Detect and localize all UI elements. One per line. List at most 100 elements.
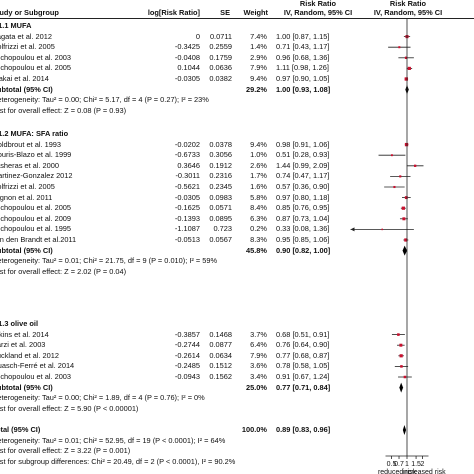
study-name: Gouris-Blazo et al. 1999 <box>0 150 72 160</box>
subtotal-label: Subtotal (95% CI) <box>0 84 53 94</box>
subtotal-ci: 1.00 [0.93, 1.08] <box>276 84 331 94</box>
heterogeneity-text: Heterogeneity: Tau² = 0.00; Chi² = 5.17,… <box>0 95 209 105</box>
weight-value: 7.9% <box>250 350 267 360</box>
log-rr-value: 0.1044 <box>177 63 200 73</box>
weight-value: 9.4% <box>250 139 267 149</box>
se-value: 0.1468 <box>209 329 232 339</box>
header-rr-left: Risk Ratio <box>299 0 337 8</box>
study-name: Buckland et al. 2012 <box>0 350 59 360</box>
study-name: Trichopoulou et al. 1995 <box>0 224 72 234</box>
x-tick-label: 0.7 <box>394 461 404 468</box>
header-rr-right: Risk Ratio <box>389 0 427 8</box>
log-rr-value: -0.1393 <box>174 213 200 223</box>
se-value: 0.0636 <box>209 63 232 73</box>
weight-value: 9.4% <box>250 74 267 83</box>
se-value: 0.1912 <box>209 160 232 170</box>
total-heterogeneity: Heterogeneity: Tau² = 0.01; Chi² = 52.95… <box>0 435 226 445</box>
study-name: Trichopoulou et al. 2005 <box>0 203 72 213</box>
study-square <box>397 333 400 336</box>
study-square <box>393 185 396 189</box>
weight-value: 3.7% <box>250 329 267 339</box>
x-tick-label: 0.5 <box>387 461 397 468</box>
study-square <box>399 343 403 347</box>
weight-value: 1.0% <box>250 150 267 160</box>
header-se: SE <box>220 8 230 17</box>
weight-value: 1.4% <box>250 42 267 52</box>
log-rr-value: -0.0305 <box>174 192 200 202</box>
log-rr-value: -0.6733 <box>174 150 200 160</box>
study-name: Trichopoulou et al. 2005 <box>0 63 72 73</box>
study-name: Guasch-Ferré et al. 2014 <box>0 361 75 371</box>
rr-ci-value: 0.95 [0.85, 1.06] <box>276 235 330 244</box>
study-name: Atkins et al. 2014 <box>0 329 49 339</box>
se-value: 0.723 <box>213 224 233 234</box>
subgroup-title: 1.1.3 olive oil <box>0 319 39 328</box>
rr-ci-value: 0.57 [0.36, 0.90] <box>276 182 330 191</box>
subtotal-diamond <box>402 245 407 256</box>
se-value: 0.0711 <box>209 31 232 41</box>
log-rr-value: -0.2614 <box>174 350 200 360</box>
weight-value: 6.4% <box>250 340 267 350</box>
rr-ci-value: 0.98 [0.91, 1.06] <box>276 139 330 149</box>
reduced-risk-label: reduced risk <box>378 469 417 474</box>
x-tick-label: 2 <box>421 461 425 468</box>
subtotal-ci: 0.77 [0.71, 0.84] <box>276 382 331 392</box>
se-value: 0.0378 <box>209 139 232 149</box>
divider <box>0 18 474 19</box>
total-weight: 100.0% <box>241 425 267 434</box>
subtotal-weight: 29.2% <box>246 84 267 94</box>
study-name: Tognon et al. 2011 <box>0 192 53 202</box>
study-name: Bagata et al. 2012 <box>0 31 52 41</box>
overall-effect-text: Test for overall effect: Z = 2.02 (P = 0… <box>0 266 127 276</box>
rr-ci-value: 0.87 [0.73, 1.04] <box>276 213 330 223</box>
se-value: 0.2316 <box>209 171 232 181</box>
subtotal-diamond <box>399 382 404 393</box>
overall-effect-text: Test for overall effect: Z = 0.08 (P = 0… <box>0 105 127 115</box>
heterogeneity-text: Heterogeneity: Tau² = 0.01; Chi² = 21.75… <box>0 256 218 266</box>
log-rr-value: -0.1625 <box>174 203 200 213</box>
total-label: Total (95% CI) <box>0 425 41 434</box>
study-square <box>401 206 405 210</box>
weight-value: 1.6% <box>250 182 267 191</box>
log-rr-value: -0.3857 <box>174 329 200 339</box>
rr-ci-value: 0.33 [0.08, 1.36] <box>276 224 330 234</box>
study-name: van den Brandt et al.2011 <box>0 235 77 244</box>
weight-value: 5.8% <box>250 192 267 202</box>
increased-risk-label: increased risk <box>402 469 446 474</box>
subgroup-title: 1.1.2 MUFA: SFA ratio <box>0 129 69 138</box>
se-value: 0.1512 <box>209 361 232 371</box>
log-rr-value: -0.2485 <box>174 361 200 371</box>
log-rr-value: -0.3425 <box>174 42 200 52</box>
study-name: Wakai et al. 2014 <box>0 74 49 83</box>
se-value: 0.2345 <box>209 182 232 191</box>
se-value: 0.0571 <box>209 203 232 213</box>
study-name: Trichopoulou et al. 2003 <box>0 52 72 62</box>
heterogeneity-text: Heterogeneity: Tau² = 0.00; Chi² = 1.89,… <box>0 393 205 403</box>
total-overall-effect: Test for overall effect: Z = 3.22 (P = 0… <box>0 446 131 456</box>
total-diamond <box>402 425 407 435</box>
rr-ci-value: 0.97 [0.80, 1.18] <box>276 192 330 202</box>
header-log-rr: log[Risk Ratio] <box>147 8 200 17</box>
ci-arrow <box>350 227 355 232</box>
study-name: Trichopoulou et al. 2009 <box>0 213 72 223</box>
rr-ci-value: 0.77 [0.68, 0.87] <box>276 350 330 360</box>
weight-value: 0.2% <box>250 224 267 234</box>
study-name: Martinez-Gonzalez 2012 <box>0 171 73 181</box>
study-square <box>404 56 408 59</box>
rr-ci-value: 0.74 [0.47, 1.17] <box>276 171 330 181</box>
rr-ci-value: 1.44 [0.99, 2.09] <box>276 160 330 170</box>
subtotal-weight: 45.8% <box>246 245 267 255</box>
weight-value: 6.3% <box>250 213 267 223</box>
se-value: 0.3056 <box>209 150 232 160</box>
x-tick-label: 1.5 <box>411 461 421 468</box>
rr-ci-value: 0.78 [0.58, 1.05] <box>276 361 330 371</box>
log-rr-value: 0.3646 <box>177 160 200 170</box>
subtotal-weight: 25.0% <box>246 382 267 392</box>
weight-value: 3.6% <box>250 361 267 371</box>
rr-ci-value: 0.97 [0.90, 1.05] <box>276 74 330 83</box>
rr-ci-value: 1.00 [0.87, 1.15] <box>276 31 330 41</box>
log-rr-value: -0.0408 <box>174 52 200 62</box>
weight-value: 8.3% <box>250 235 267 244</box>
header-rr-right-method: IV, Random, 95% CI <box>373 8 443 17</box>
